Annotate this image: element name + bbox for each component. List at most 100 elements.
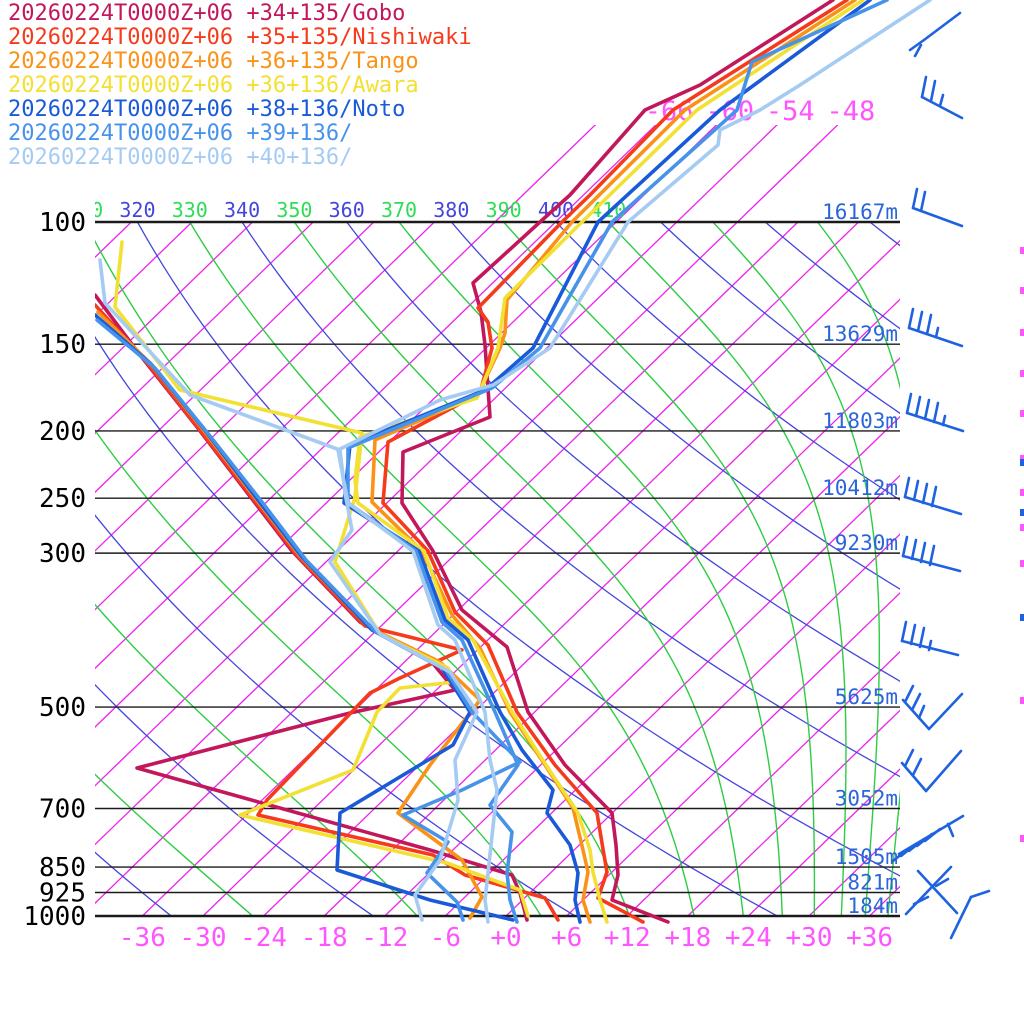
upper-isotherm-label--48: -48 xyxy=(827,96,876,127)
edge-tick-magenta xyxy=(1020,697,1024,704)
wind-barb-segment xyxy=(920,75,928,99)
isotherm-line xyxy=(687,709,900,916)
height-labels-layer: 16167m 13629m 11803m 10412m 9230m 5625m 3052m 1… xyxy=(822,200,898,918)
temperature-trace-Gobo xyxy=(400,0,835,924)
wind-barb-segment xyxy=(916,869,959,915)
isotherm-line xyxy=(95,222,496,611)
pressure-label-250: 250 xyxy=(39,484,86,514)
dry-adiabat-line xyxy=(974,222,1024,931)
dry-adiabat-line xyxy=(659,222,900,415)
wind-barb-segment xyxy=(969,889,991,899)
edge-tick-magenta xyxy=(1020,524,1024,531)
wind-barb-segment xyxy=(919,541,927,564)
moist-adiabat-line xyxy=(398,222,783,916)
wind-barb-segment xyxy=(946,822,955,838)
wind-barb-segment xyxy=(907,307,915,330)
bottom-isotherm-label-18: +18 xyxy=(664,923,711,953)
wind-barb-segment xyxy=(903,684,915,704)
wind-barb-segment xyxy=(908,38,926,52)
wind-barb-segment xyxy=(941,414,947,427)
wind-barb-segment xyxy=(934,326,940,339)
edge-tick-magenta xyxy=(1020,410,1024,417)
isotherm-line xyxy=(868,885,900,916)
wind-barb-segment xyxy=(918,626,926,649)
legend-entry-3: 20260224T0000Z+06 +36+136/Awara xyxy=(8,73,419,98)
wind-barb-9 xyxy=(900,748,963,793)
moist-adiabat-line xyxy=(95,603,419,916)
wind-barb-segment xyxy=(920,95,964,120)
wind-barb-segment xyxy=(923,398,931,421)
isentrope-label-380: 380 xyxy=(433,198,469,222)
wind-barb-segment xyxy=(900,620,908,643)
edge-tick-magenta xyxy=(1020,370,1024,377)
wind-barb-segment xyxy=(928,544,936,567)
wind-barb-segment xyxy=(932,401,940,424)
isotherm-line-upper xyxy=(554,125,657,222)
moist-adiabat-line xyxy=(95,773,254,916)
isentrope-label-350: 350 xyxy=(276,198,312,222)
wind-barb-segment xyxy=(901,535,909,558)
legend-entry-5: 20260224T0000Z+06 +39+136/ xyxy=(8,121,353,146)
height-label-500: 5625m xyxy=(835,685,898,709)
wind-barb-segment xyxy=(930,485,938,508)
pressure-label-850: 850 xyxy=(39,853,86,883)
wind-barb-segment xyxy=(929,79,937,103)
wind-barb-segment xyxy=(903,748,915,768)
isotherm-line xyxy=(505,533,900,916)
wind-barb-segment xyxy=(913,43,923,58)
bottom-isotherm-label--18: -18 xyxy=(301,923,348,953)
height-label-1000: 184m xyxy=(847,894,898,918)
bottom-isotherm-labels-layer: -36 -30 -24 -18 -12 -6 +0 +6 +12 +18 +24 +30 +36 xyxy=(119,923,893,953)
wind-barb-8 xyxy=(901,684,964,731)
isotherm-line xyxy=(626,650,900,916)
wind-barb-segment xyxy=(912,895,930,906)
wind-barb-7 xyxy=(900,620,960,657)
edge-tick-magenta xyxy=(1020,329,1024,336)
bottom-isotherm-label-6: +6 xyxy=(551,923,582,953)
height-label-700: 3052m xyxy=(835,786,898,810)
dry-adiabat-line xyxy=(241,222,900,778)
isotherm-line xyxy=(95,222,375,494)
moist-adiabat-line xyxy=(607,222,847,916)
edge-tick-magenta xyxy=(1020,835,1024,842)
dry-adiabat-line xyxy=(555,222,900,501)
dry-adiabat-line xyxy=(95,514,577,916)
pressure-label-700: 700 xyxy=(39,794,86,824)
isentrope-label-320: 320 xyxy=(119,198,155,222)
isentrope-label-340: 340 xyxy=(224,198,260,222)
wind-barb-segment xyxy=(917,704,926,720)
wind-barb-segment xyxy=(924,749,963,793)
pressure-label-1000: 1000 xyxy=(23,902,86,932)
dry-adiabat-line xyxy=(95,683,375,916)
wind-barb-1 xyxy=(920,75,964,120)
wind-barb-4 xyxy=(905,392,965,433)
bottom-isotherm-label--6: -6 xyxy=(430,923,461,953)
pressure-label-300: 300 xyxy=(39,539,86,569)
wind-barb-segment xyxy=(922,11,962,42)
wind-barb-segment xyxy=(912,479,920,502)
height-label-250: 10412m xyxy=(822,476,898,500)
isentrope-labels-layer: 310 320 330 340 350 360 370 380 390 400 410 xyxy=(95,198,626,222)
height-label-100: 16167m xyxy=(822,200,898,224)
pressure-label-925: 925 xyxy=(39,879,86,909)
wind-barb-6 xyxy=(901,535,962,573)
wind-barb-segment xyxy=(934,877,950,888)
bottom-isotherm-label-0: +0 xyxy=(490,923,521,953)
isotherm-line xyxy=(95,222,557,670)
isotherm-line-upper xyxy=(675,125,778,222)
edge-tick-magenta xyxy=(1020,455,1024,462)
wind-barb-segment xyxy=(901,698,931,731)
legend-entry-2: 20260224T0000Z+06 +36+135/Tango xyxy=(8,49,419,74)
dry-adiabat-line xyxy=(346,222,900,682)
sounding-legend: 20260224T0000Z+06 +34+135/Gobo 20260224T0… xyxy=(8,2,472,170)
dry-adiabat-line xyxy=(450,222,900,590)
edge-tick-magenta xyxy=(1020,489,1024,496)
pressure-label-200: 200 xyxy=(39,417,86,447)
dewpoint-trace-station5 xyxy=(95,318,522,922)
dewpoint-trace-station6 xyxy=(98,258,479,922)
legend-entry-1: 20260224T0000Z+06 +35+135/Nishiwaki xyxy=(8,25,472,50)
height-label-850: 1505m xyxy=(835,845,898,869)
wind-barb-segment xyxy=(927,692,964,731)
edge-tick-blue xyxy=(1020,614,1024,621)
wind-barb-segment xyxy=(903,476,911,499)
